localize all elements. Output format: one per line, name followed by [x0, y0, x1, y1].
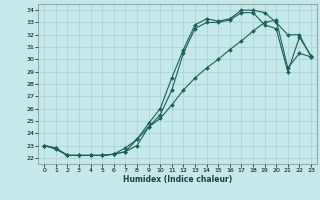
- X-axis label: Humidex (Indice chaleur): Humidex (Indice chaleur): [123, 175, 232, 184]
